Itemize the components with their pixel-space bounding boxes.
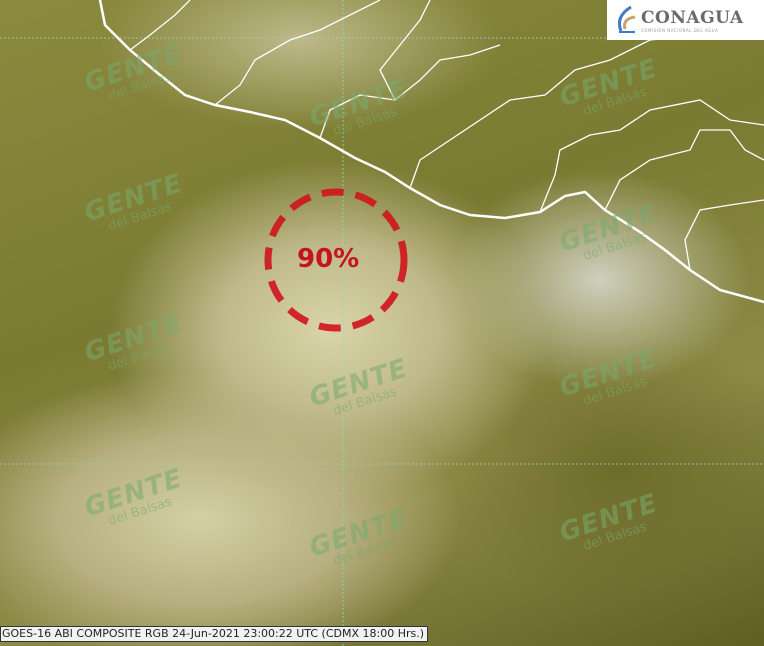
logo-subtitle: COMISIÓN NACIONAL DEL AGUA bbox=[641, 27, 719, 33]
conagua-logo-icon bbox=[617, 5, 636, 33]
state-border bbox=[684, 199, 764, 271]
state-border bbox=[319, 44, 501, 139]
image-caption: GOES-16 ABI COMPOSITE RGB 24-Jun-2021 23… bbox=[0, 626, 429, 642]
conagua-logo: CONAGUA COMISIÓN NACIONAL DEL AGUA bbox=[607, 0, 764, 40]
probability-circle bbox=[264, 188, 408, 332]
state-border bbox=[379, 0, 431, 101]
state-border bbox=[129, 0, 191, 51]
state-border bbox=[604, 129, 764, 211]
probability-label: 90% bbox=[297, 244, 360, 274]
state-border bbox=[214, 0, 381, 106]
state-border bbox=[539, 99, 764, 213]
coastline bbox=[98, 0, 764, 304]
logo-name: CONAGUA bbox=[641, 7, 744, 28]
